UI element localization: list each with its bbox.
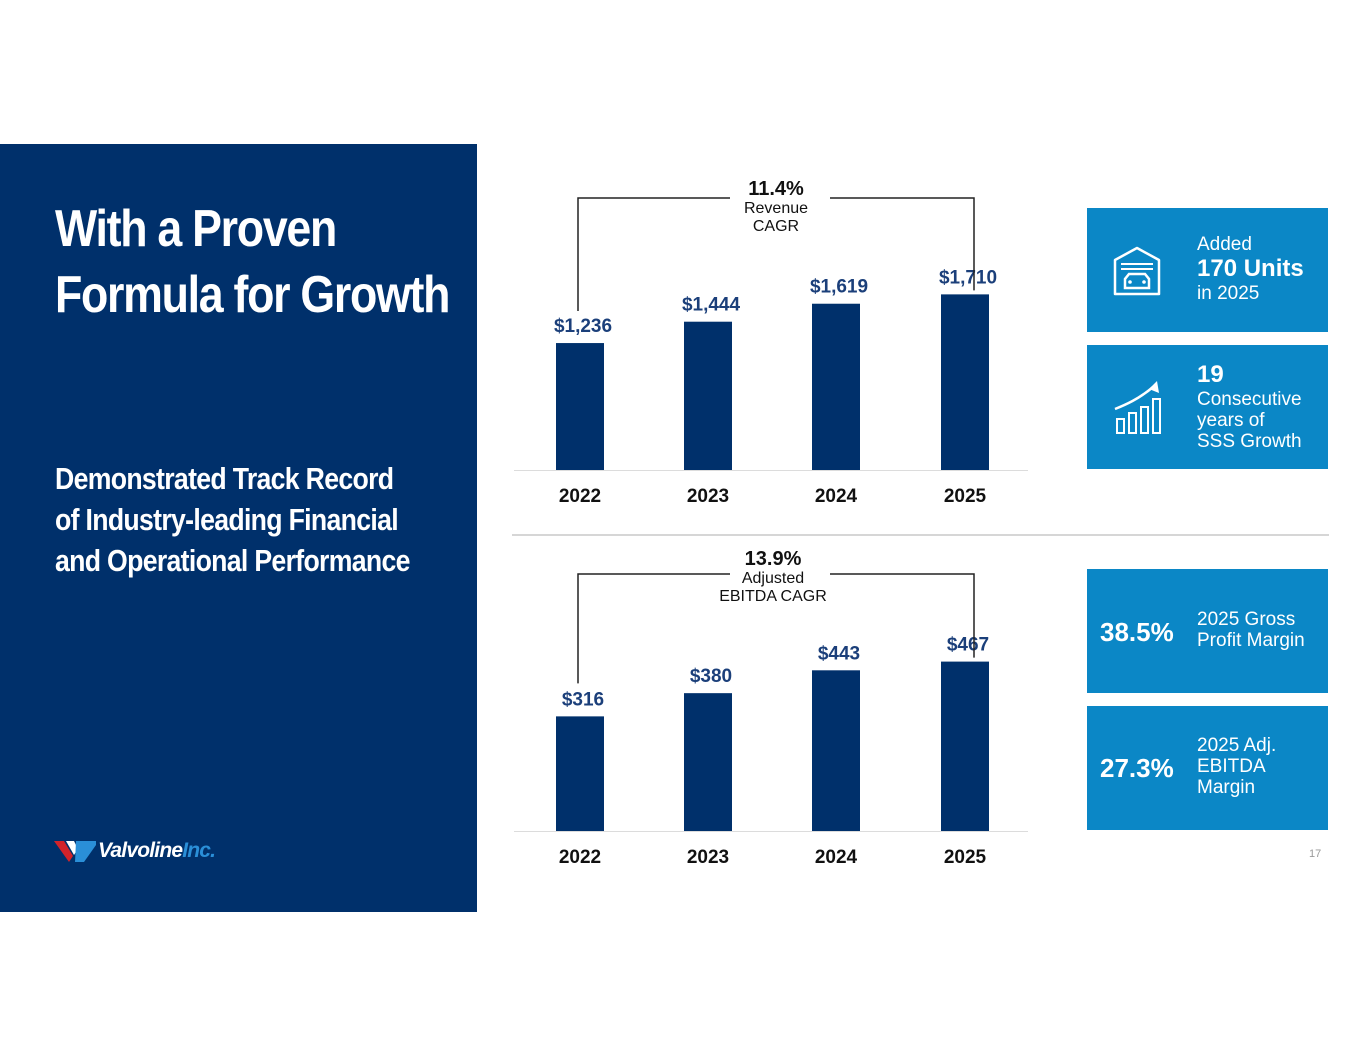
- bar-2022: [556, 716, 604, 831]
- bar-2023: [684, 693, 732, 831]
- value-label-2025: $467: [947, 635, 989, 656]
- value-label-2023: $1,444: [682, 295, 741, 316]
- page-number: 17: [1309, 848, 1322, 860]
- revenue-chart: $1,236 2022 $1,444 2023 $1,619 2024 $1,710 2025…: [500, 170, 1040, 510]
- category-label-2022: 2022: [559, 486, 601, 507]
- kpi-ebitda-margin-line2: EBITDA: [1197, 756, 1266, 777]
- revenue-cagr-callout: 11.4% Revenue CAGR: [696, 178, 856, 236]
- title-line-2: Formula for Growth: [55, 266, 450, 324]
- kpi-gross-margin-line2: Profit Margin: [1197, 630, 1305, 651]
- subtitle-line-3: and Operational Performance: [55, 543, 410, 578]
- category-label-2025: 2025: [944, 486, 987, 507]
- valvoline-v-icon: [54, 841, 96, 862]
- bar-2025: [941, 661, 989, 831]
- kpi-ebitda-margin: 27.3% 2025 Adj. EBITDA Margin: [1087, 706, 1328, 830]
- category-label-2023: 2023: [687, 847, 729, 868]
- ebitda-chart-svg: $316 2022 $380 2023 $443 2024 $467 2025: [514, 573, 1028, 868]
- kpi-sss-value: 19: [1197, 361, 1224, 388]
- ebitda-cagr-callout: 13.9% Adjusted EBITDA CAGR: [693, 548, 853, 606]
- cagr-bracket-left: [577, 197, 730, 312]
- value-label-2022: $1,236: [554, 316, 612, 337]
- value-label-2023: $380: [690, 666, 732, 687]
- section-divider: [512, 534, 1329, 536]
- kpi-units-text: Added 170 Units in 2025: [1197, 234, 1327, 304]
- ebitda-cagr-value: 13.9%: [744, 548, 802, 570]
- kpi-sss-growth: 19 Consecutive years of SSS Growth: [1087, 345, 1328, 469]
- kpi-sss-line3: years of: [1197, 410, 1265, 431]
- kpi-gross-margin-value: 38.5%: [1100, 617, 1174, 647]
- kpi-ebitda-margin-line3: Margin: [1197, 777, 1256, 798]
- value-label-2025: $1,710: [939, 267, 997, 288]
- left-panel: [0, 144, 477, 912]
- value-label-2022: $316: [562, 689, 604, 710]
- kpi-units-added: Added 170 Units in 2025: [1087, 208, 1328, 332]
- kpi-ebitda-margin-value: 27.3%: [1100, 753, 1174, 783]
- kpi-gross-margin: 38.5% 2025 Gross Profit Margin: [1087, 569, 1328, 693]
- value-label-2024: $1,619: [810, 277, 868, 298]
- category-label-2023: 2023: [687, 486, 729, 507]
- cagr-bracket-right: [830, 573, 975, 658]
- kpi-units-value: 170 Units: [1197, 255, 1304, 282]
- kpi-gross-margin-line1: 2025 Gross: [1197, 609, 1296, 630]
- logo-wordmark: ValvolineInc.: [98, 838, 216, 864]
- title-line-1: With a Proven: [55, 200, 337, 258]
- bar-2023: [684, 321, 732, 470]
- logo-name: Valvoline: [98, 839, 183, 862]
- page-title: With a Proven Formula for Growth: [55, 196, 450, 328]
- category-label-2024: 2024: [815, 847, 858, 868]
- kpi-ebitda-margin-line1: 2025 Adj.: [1197, 735, 1277, 756]
- category-label-2024: 2024: [815, 486, 858, 507]
- ebitda-cagr-label-2: EBITDA CAGR: [719, 588, 827, 605]
- cagr-bracket-right: [830, 197, 975, 291]
- subtitle-line-1: Demonstrated Track Record: [55, 461, 394, 496]
- subtitle-line-2: of Industry-leading Financial: [55, 502, 399, 537]
- kpi-sss-text: 19 Consecutive years of SSS Growth: [1197, 361, 1327, 452]
- category-label-2022: 2022: [559, 847, 601, 868]
- bar-2025: [941, 294, 989, 470]
- kpi-sss-line4: SSS Growth: [1197, 431, 1302, 452]
- logo-suffix: Inc.: [182, 839, 216, 862]
- bar-2024: [812, 670, 860, 831]
- bar-2022: [556, 343, 604, 470]
- bar-2024: [812, 303, 860, 470]
- garage-car-icon: [1113, 246, 1161, 296]
- revenue-cagr-value: 11.4%: [748, 178, 804, 200]
- cagr-bracket-left: [577, 573, 730, 684]
- value-label-2024: $443: [818, 643, 860, 664]
- revenue-cagr-label-1: Revenue: [743, 200, 809, 217]
- ebitda-chart: $316 2022 $380 2023 $443 2024 $467 2025 13.9% A…: [500, 540, 1040, 880]
- kpi-units-line3: in 2025: [1197, 283, 1260, 304]
- category-label-2025: 2025: [944, 847, 987, 868]
- revenue-chart-svg: $1,236 2022 $1,444 2023 $1,619 2024 $1,710 2025: [514, 197, 1028, 507]
- kpi-units-line1: Added: [1197, 234, 1252, 255]
- kpi-gross-margin-text: 2025 Gross Profit Margin: [1197, 609, 1327, 651]
- ebitda-cagr-label-1: Adjusted: [741, 570, 805, 587]
- kpi-sss-line2: Consecutive: [1197, 389, 1302, 410]
- revenue-cagr-label-2: CAGR: [752, 218, 800, 235]
- page-subtitle: Demonstrated Track Record of Industry-le…: [55, 458, 425, 581]
- kpi-ebitda-margin-text: 2025 Adj. EBITDA Margin: [1197, 735, 1327, 798]
- growth-chart-icon: [1114, 381, 1161, 434]
